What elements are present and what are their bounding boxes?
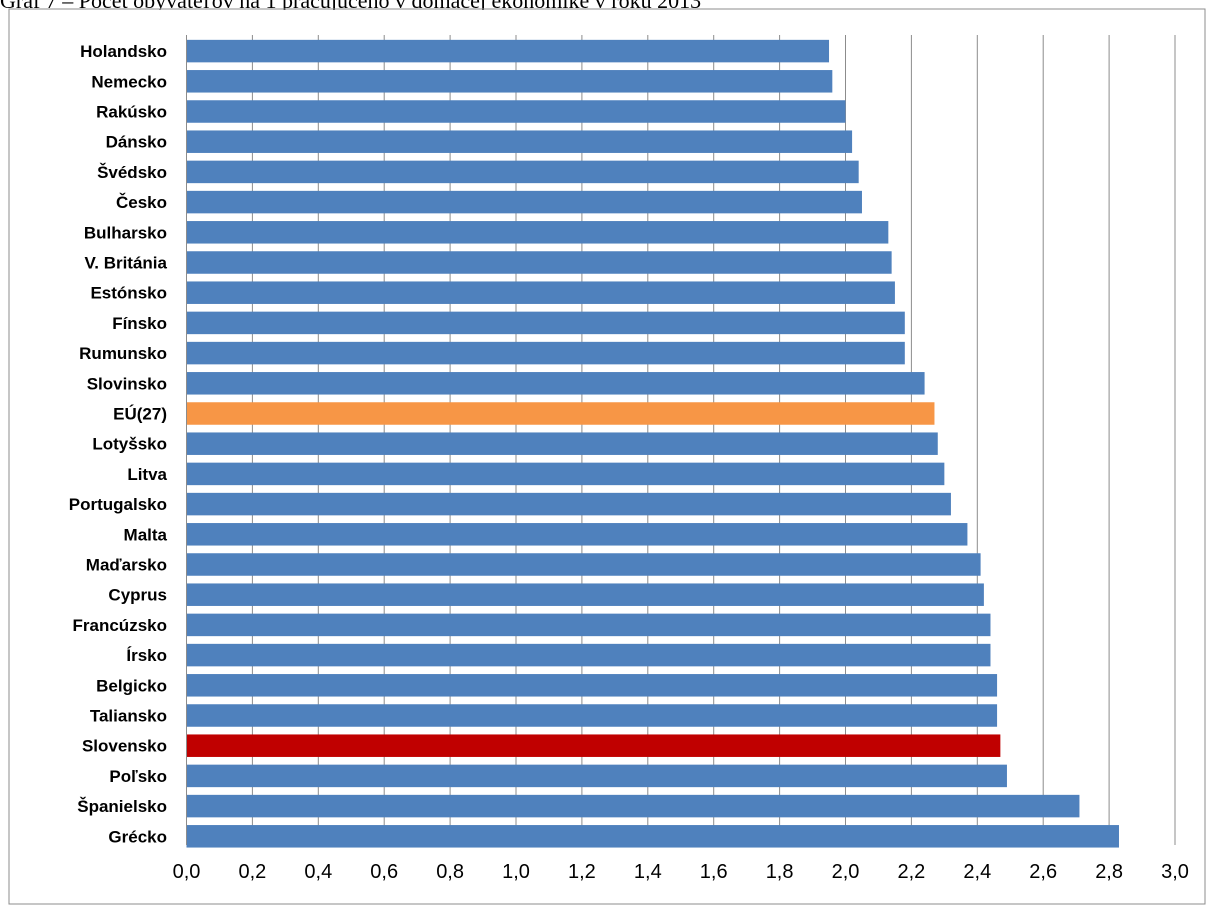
x-tick-label: 2,0: [832, 861, 860, 883]
category-label: Cyprus: [108, 586, 167, 605]
bars: [186, 39, 1119, 848]
x-tick-label: 0,8: [436, 861, 464, 883]
x-tick-label: 1,0: [502, 861, 530, 883]
category-label: Dánsko: [106, 133, 167, 152]
bar: [186, 432, 938, 455]
bar: [186, 130, 853, 153]
bar: [186, 553, 981, 576]
x-tick-label: 0,2: [238, 861, 266, 883]
x-tick-label: 2,8: [1095, 861, 1123, 883]
category-labels: Holandsko Nemecko Rakúsko Dánsko Švédsko Česk…: [69, 42, 168, 846]
x-tick-label: 1,6: [700, 861, 728, 883]
x-tick-label: 1,8: [766, 861, 794, 883]
bar: [186, 251, 892, 274]
bar: [186, 764, 1007, 788]
bar: [186, 160, 859, 184]
category-label: Taliansko: [90, 707, 167, 726]
category-label: Estónsko: [90, 284, 167, 303]
x-tick-label: 3,0: [1161, 861, 1189, 883]
bar: [186, 39, 830, 63]
bar: [186, 674, 998, 697]
x-tick-label: 1,2: [568, 861, 596, 883]
bar: [186, 281, 895, 304]
x-tick-label: 2,2: [897, 861, 925, 883]
category-label: Litva: [127, 465, 167, 484]
bar: [186, 643, 991, 667]
category-label: Fínsko: [112, 314, 167, 333]
bar: [186, 190, 862, 214]
category-label: Nemecko: [91, 72, 167, 91]
category-label: EÚ(27): [113, 405, 167, 424]
category-label: Rakúsko: [96, 103, 167, 122]
figure-caption: Graf 7 – Počet obyvateľov na 1 pracujúce…: [0, 0, 701, 13]
bar: [186, 372, 925, 395]
category-label: Bulharsko: [84, 223, 167, 242]
bar: [186, 100, 846, 123]
category-label: Grécko: [108, 827, 167, 846]
bar: [186, 794, 1080, 818]
bar: [186, 462, 945, 486]
bar: [186, 825, 1119, 848]
bar: [186, 402, 935, 425]
category-label: Španielsko: [77, 797, 167, 816]
x-tick-label: 1,4: [634, 861, 662, 883]
bar: [186, 734, 1001, 757]
bar: [186, 613, 991, 637]
x-tick-label: 0,4: [304, 861, 332, 883]
x-tick-label: 2,6: [1029, 861, 1057, 883]
bar: [186, 704, 998, 727]
chart-area-border: [8, 8, 1206, 905]
category-label: Lotyšsko: [92, 435, 167, 454]
category-label: Írsko: [126, 646, 167, 665]
category-label: Slovensko: [82, 737, 167, 756]
bar: [186, 221, 889, 244]
x-axis-tick-labels: 0,0 0,2 0,4 0,6 0,8 1,0 1,2 1,4 1,6 1,8 2,0 2,2 2,4 2…: [173, 861, 1189, 883]
category-label: Maďarsko: [86, 556, 167, 575]
category-label: Belgicko: [96, 676, 167, 695]
x-tick-label: 0,6: [370, 861, 398, 883]
bar: [186, 583, 984, 606]
category-label: Česko: [116, 193, 167, 212]
x-tick-label: 0,0: [173, 861, 201, 883]
bar: [186, 70, 833, 93]
bar: [186, 523, 968, 546]
category-label: Slovinsko: [87, 374, 167, 393]
category-label: Holandsko: [80, 42, 167, 61]
bar: [186, 492, 951, 516]
category-label: Francúzsko: [73, 616, 167, 635]
category-label: Rumunsko: [79, 344, 167, 363]
bar: [186, 341, 905, 365]
category-label: V. Británia: [84, 254, 167, 273]
bar: [186, 311, 905, 335]
category-label: Portugalsko: [69, 495, 167, 514]
category-label: Poľsko: [109, 767, 167, 786]
category-label: Švédsko: [97, 163, 167, 182]
x-tick-label: 2,4: [963, 861, 991, 883]
category-label: Malta: [124, 525, 168, 544]
